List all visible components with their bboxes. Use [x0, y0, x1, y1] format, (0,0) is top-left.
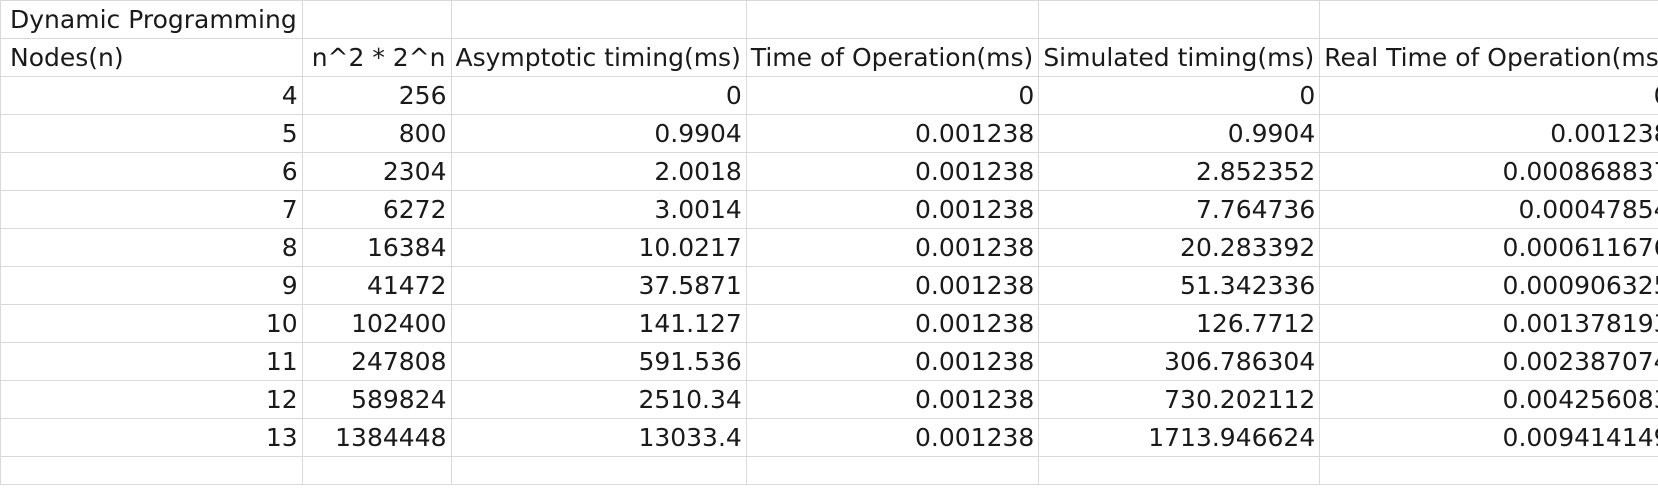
cell-real-time-of-operation[interactable]: 0.000868837: [1319, 152, 1658, 191]
cell-time-of-operation[interactable]: 0.001238: [745, 418, 1040, 457]
cell-nodes[interactable]: 8: [0, 228, 303, 267]
title-cell[interactable]: Dynamic Programming: [0, 0, 303, 39]
cell-time-of-operation[interactable]: 0.001238: [745, 304, 1040, 343]
cell-complexity[interactable]: 6272: [301, 190, 452, 229]
cell-simulated-timing[interactable]: 1713.946624: [1038, 418, 1321, 457]
cell-simulated-timing[interactable]: 20.283392: [1038, 228, 1321, 267]
table-row: 8 16384 10.0217 0.001238 20.283392 0.00061167…: [0, 228, 1658, 267]
cell-nodes[interactable]: 10: [0, 304, 303, 343]
cell-asymptotic-timing[interactable]: 141.127: [450, 304, 747, 343]
cell-simulated-timing[interactable]: 0.9904: [1038, 114, 1321, 153]
cell-asymptotic-timing[interactable]: 0.9904: [450, 114, 747, 153]
cell-time-of-operation[interactable]: 0.001238: [745, 190, 1040, 229]
cell-asymptotic-timing[interactable]: 10.0217: [450, 228, 747, 267]
table-row: 42560000: [0, 76, 1658, 115]
table-row: 13 1384448 13033.4 0.001238 1713.946624 0.009…: [0, 418, 1658, 457]
cell-nodes[interactable]: 7: [0, 190, 303, 229]
cell-time-of-operation[interactable]: 0.001238: [745, 266, 1040, 305]
cell-real-time-of-operation[interactable]: 0: [1319, 76, 1658, 115]
cell-time-of-operation[interactable]: 0.001238: [745, 114, 1040, 153]
cell-simulated-timing[interactable]: 730.202112: [1038, 380, 1321, 419]
cell-time-of-operation[interactable]: 0.001238: [745, 342, 1040, 381]
cell-asymptotic-timing[interactable]: 13033.4: [450, 418, 747, 457]
table-row: 10 102400 141.127 0.001238 126.7712 0.0013781…: [0, 304, 1658, 343]
cell-real-time-of-operation[interactable]: 0.009414149: [1319, 418, 1658, 457]
cell-asymptotic-timing[interactable]: 2.0018: [450, 152, 747, 191]
cell-asymptotic-timing[interactable]: 2510.34: [450, 380, 747, 419]
cell-time-of-operation[interactable]: 0.001238: [745, 228, 1040, 267]
cell-real-time-of-operation[interactable]: 0.00047854: [1319, 190, 1658, 229]
empty-cell[interactable]: [0, 456, 303, 485]
cell-complexity[interactable]: 589824: [301, 380, 452, 419]
table-row: 11 247808 591.536 0.001238 306.786304 0.00238…: [0, 342, 1658, 381]
cell-nodes[interactable]: 6: [0, 152, 303, 191]
empty-cell[interactable]: [450, 456, 747, 485]
cell-asymptotic-timing[interactable]: 37.5871: [450, 266, 747, 305]
cell-simulated-timing[interactable]: 51.342336: [1038, 266, 1321, 305]
header-cell-simulated-timing[interactable]: Simulated timing(ms): [1038, 38, 1321, 77]
cell-real-time-of-operation[interactable]: 0.001378193: [1319, 304, 1658, 343]
cell-real-time-of-operation[interactable]: 0.002387074: [1319, 342, 1658, 381]
header-cell-nodes[interactable]: Nodes(n): [0, 38, 303, 77]
cell-simulated-timing[interactable]: 0: [1038, 76, 1321, 115]
table-row: 12 589824 2510.34 0.001238 730.202112 0.00425…: [0, 380, 1658, 419]
cell-complexity[interactable]: 800: [301, 114, 452, 153]
sheet-title: Dynamic Programming: [10, 5, 297, 34]
empty-row: [0, 456, 1658, 485]
cell-nodes[interactable]: 4: [0, 76, 303, 115]
cell-complexity[interactable]: 2304: [301, 152, 452, 191]
header-cell-real-time-of-operation[interactable]: Real Time of Operation(ms): [1319, 38, 1658, 77]
empty-cell[interactable]: [1038, 0, 1321, 39]
cell-nodes[interactable]: 5: [0, 114, 303, 153]
cell-complexity[interactable]: 1384448: [301, 418, 452, 457]
cell-simulated-timing[interactable]: 7.764736: [1038, 190, 1321, 229]
cell-nodes[interactable]: 11: [0, 342, 303, 381]
cell-time-of-operation[interactable]: 0.001238: [745, 380, 1040, 419]
empty-cell[interactable]: [745, 0, 1040, 39]
cell-real-time-of-operation[interactable]: 0.000611676: [1319, 228, 1658, 267]
title-row: Dynamic Programming: [0, 0, 1658, 39]
header-cell-asymptotic-timing[interactable]: Asymptotic timing(ms): [450, 38, 747, 77]
empty-cell[interactable]: [1319, 0, 1658, 39]
cell-nodes[interactable]: 13: [0, 418, 303, 457]
cell-real-time-of-operation[interactable]: 0.004256083: [1319, 380, 1658, 419]
cell-real-time-of-operation[interactable]: 0.001238: [1319, 114, 1658, 153]
cell-asymptotic-timing[interactable]: 0: [450, 76, 747, 115]
cell-time-of-operation[interactable]: 0.001238: [745, 152, 1040, 191]
cell-asymptotic-timing[interactable]: 591.536: [450, 342, 747, 381]
empty-cell[interactable]: [1319, 456, 1658, 485]
cell-nodes[interactable]: 12: [0, 380, 303, 419]
cell-simulated-timing[interactable]: 126.7712: [1038, 304, 1321, 343]
header-cell-time-of-operation[interactable]: Time of Operation(ms): [745, 38, 1040, 77]
cell-simulated-timing[interactable]: 306.786304: [1038, 342, 1321, 381]
header-row: Nodes(n) n^2 * 2^n Asymptotic timing(ms)…: [0, 38, 1658, 77]
cell-complexity[interactable]: 256: [301, 76, 452, 115]
table-row: 6 2304 2.0018 0.001238 2.852352 0.000868837: [0, 152, 1658, 191]
table-row: 9 41472 37.5871 0.001238 51.342336 0.00090632…: [0, 266, 1658, 305]
cell-complexity[interactable]: 16384: [301, 228, 452, 267]
empty-cell[interactable]: [745, 456, 1040, 485]
empty-cell[interactable]: [1038, 456, 1321, 485]
empty-cell[interactable]: [450, 0, 747, 39]
table-row: 5 800 0.9904 0.001238 0.9904 0.001238: [0, 114, 1658, 153]
cell-time-of-operation[interactable]: 0: [745, 76, 1040, 115]
table-row: 7 6272 3.0014 0.001238 7.764736 0.00047854: [0, 190, 1658, 229]
cell-simulated-timing[interactable]: 2.852352: [1038, 152, 1321, 191]
cell-complexity[interactable]: 102400: [301, 304, 452, 343]
cell-nodes[interactable]: 9: [0, 266, 303, 305]
cell-real-time-of-operation[interactable]: 0.000906325: [1319, 266, 1658, 305]
cell-asymptotic-timing[interactable]: 3.0014: [450, 190, 747, 229]
empty-cell[interactable]: [301, 456, 452, 485]
cell-complexity[interactable]: 247808: [301, 342, 452, 381]
empty-cell[interactable]: [301, 0, 452, 39]
cell-complexity[interactable]: 41472: [301, 266, 452, 305]
header-cell-complexity[interactable]: n^2 * 2^n: [301, 38, 452, 77]
